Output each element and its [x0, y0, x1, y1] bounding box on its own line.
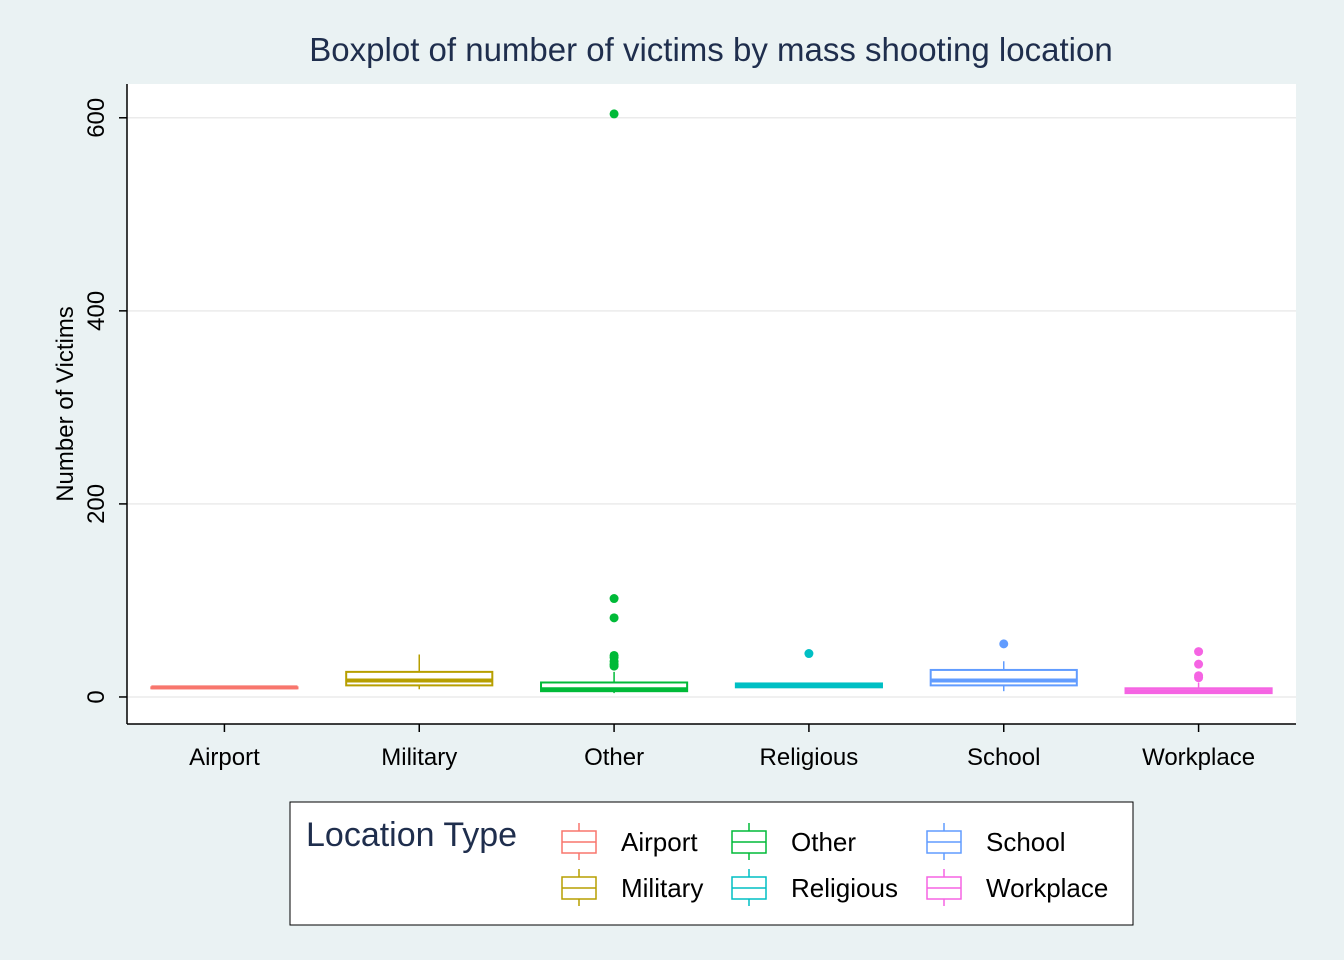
y-tick-label: 200	[83, 484, 110, 524]
legend-label: School	[986, 827, 1066, 857]
x-tick-label: Workplace	[1142, 744, 1255, 771]
legend-entries: Airport Military Other Religious School Workp…	[561, 823, 1108, 906]
box-airport	[150, 685, 299, 690]
x-tick-label: Religious	[760, 744, 859, 771]
outlier-point	[609, 613, 619, 623]
legend-title: Location Type	[306, 816, 517, 854]
outlier-point	[609, 650, 619, 660]
legend-entry-workplace: Workplace	[926, 869, 1108, 906]
outlier-point	[609, 594, 619, 604]
box-school	[929, 639, 1078, 692]
y-tick-label: 400	[83, 291, 110, 331]
legend-label: Military	[621, 873, 703, 903]
y-axis-label: Number of Victims	[52, 306, 79, 502]
legend-box	[289, 801, 1134, 926]
x-tick-label: Military	[381, 744, 457, 771]
axes: 0 200 400 600 Airport Military Other Religious S…	[83, 84, 1296, 771]
box-workplace	[1124, 647, 1273, 695]
outlier-point	[999, 639, 1009, 649]
x-tick-label: Airport	[189, 744, 260, 771]
y-tick-label: 600	[83, 98, 110, 138]
x-tick-label: Other	[584, 744, 644, 771]
outlier-point	[1194, 647, 1204, 657]
legend-entry-school: School	[926, 823, 1066, 860]
legend-label: Workplace	[986, 873, 1108, 903]
box-other	[540, 109, 689, 694]
box-religious	[734, 649, 883, 689]
grid-lines	[127, 117, 1296, 698]
chart-title: Boxplot of number of victims by mass sho…	[309, 31, 1112, 68]
box-iqr	[929, 668, 1078, 687]
legend-entry-other: Other	[731, 823, 856, 860]
legend-entry-religious: Religious	[731, 869, 898, 906]
x-tick-label: School	[967, 744, 1040, 771]
outlier-point	[609, 109, 619, 119]
outlier-point	[1194, 671, 1204, 681]
legend-entry-airport: Airport	[561, 823, 698, 860]
boxes	[150, 109, 1273, 695]
legend-label: Religious	[791, 873, 898, 903]
legend-entry-military: Military	[561, 869, 703, 906]
outlier-point	[804, 649, 814, 659]
legend: Location Type Airport Military Other Religi…	[289, 801, 1134, 926]
box-military	[345, 654, 494, 690]
legend-label: Airport	[621, 827, 698, 857]
y-tick-label: 0	[83, 690, 110, 703]
legend-label: Other	[791, 827, 856, 857]
outlier-point	[1194, 659, 1204, 669]
plot-panel	[127, 84, 1296, 724]
